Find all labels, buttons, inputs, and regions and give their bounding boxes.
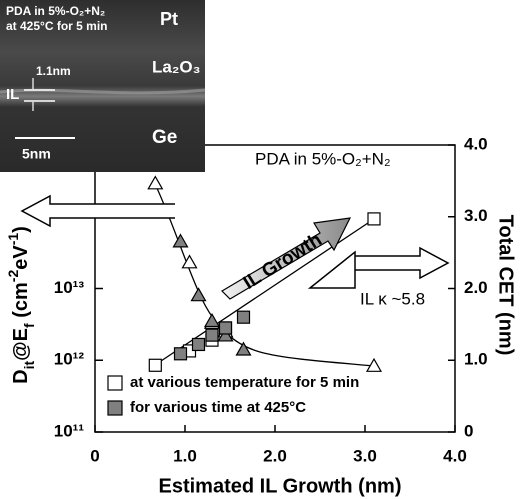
cet-point [173,347,188,361]
y-axis-label: Dit@Ef (cm-2eV-1) [5,226,37,384]
inset-text: PDA in 5%-O₂+N₂ [6,4,105,18]
legend-label: for various time at 425°C [130,399,306,416]
cet-trend [154,218,375,366]
x-tick-label: 0 [90,446,99,465]
y-axis-label-part: D [10,369,32,383]
cet-point [148,358,162,372]
dit-point [181,254,198,269]
annotation: PDA in 5%-O₂+N₂ [255,149,391,168]
x-tick-label: 4.0 [443,446,467,465]
inset-text: Pt [160,9,178,29]
x-tick-label: 2.0 [263,446,287,465]
slope-triangle [307,250,356,289]
x-tick-label: 1.0 [173,446,197,465]
y-axis-label-part: -2 [5,270,21,283]
dit-point [235,341,252,356]
inset-text: at 425°C for 5 min [6,19,108,33]
y-axis-label-part: ) [10,226,32,233]
dit-point [147,175,164,190]
y-axis-label-part: it [21,361,37,370]
y2-tick-label: 4.0 [464,134,488,153]
y2-tick-label: 1.0 [464,350,488,369]
right-axis-arrow [355,246,450,280]
dit-point [217,327,234,342]
y-axis-label-part: eV [10,245,32,270]
y2-tick-label: 2.0 [464,278,488,297]
inset-text: IL [6,86,19,103]
dit-point [203,313,221,328]
growth-label: IL Growth [240,229,326,294]
y-axis-label-part: (cm [10,282,32,323]
y2-tick-label: 0 [464,421,473,440]
tem-image [0,0,205,172]
growth-arrow [221,217,352,300]
cet-point [191,337,206,352]
y-axis-label-part: f [21,323,37,328]
inset-text: Ge [152,127,177,148]
y-tick-label: 10¹² [54,350,85,369]
dit-point [190,287,207,302]
y-axis-label-part: -1 [5,233,21,246]
y2-axis-label: Total CET (nm) [495,215,517,356]
legend-marker [107,375,123,391]
dit-point [172,233,189,248]
tem-interface [0,88,206,95]
kappa-label: IL κ ~5.8 [360,289,425,308]
y-axis-label-part: @E [10,328,32,361]
cet-point [205,328,219,342]
inset-text: La₂O₃ [152,57,200,76]
tem-inset: PDA in 5%-O₂+N₂ at 425°C for 5 min Pt La… [0,0,206,172]
cet-point [367,212,381,226]
x-tick-label: 3.0 [353,446,377,465]
cet-point [218,321,233,335]
y2-tick-label: 3.0 [464,206,488,225]
y-tick-label: 10¹¹ [54,421,85,440]
inset-text: 5nm [22,146,51,162]
legend-marker [107,400,123,416]
y-tick-label: 10¹³ [54,278,85,297]
dit-point [365,357,383,372]
left-axis-arrow [20,194,175,228]
legend-label: at various temperature for 5 min [130,374,359,391]
inset-text: 1.1nm [36,64,71,78]
cet-point [236,310,251,324]
x-axis-label: Estimated IL Growth (nm) [159,475,402,497]
